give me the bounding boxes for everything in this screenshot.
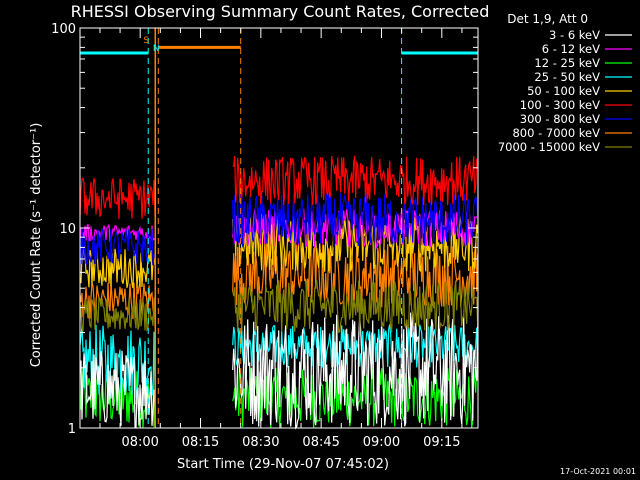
series-100-300kev <box>79 155 479 220</box>
y-tick-label-100: 100 <box>51 22 76 37</box>
legend-label-5: 100 - 300 keV <box>520 98 600 112</box>
timestamp: 17-Oct-2021 00:01 <box>560 467 636 476</box>
x-tick-label-0830: 08:30 <box>242 435 279 450</box>
legend-label-1: 6 - 12 keV <box>542 42 600 56</box>
series-3-6kev <box>79 312 479 430</box>
x-tick-label-0815: 08:15 <box>182 435 219 450</box>
legend-label-2: 12 - 25 keV <box>534 56 600 70</box>
x-tick-label-0800: 08:00 <box>121 435 158 450</box>
y-axis-label: Corrected Count Rate (s⁻¹ detector⁻¹) <box>29 123 44 368</box>
x-tick-label-0900: 09:00 <box>363 435 400 450</box>
series-300-800kev <box>79 191 479 266</box>
legend-label-6: 300 - 800 keV <box>520 112 600 126</box>
legend-label-4: 50 - 100 keV <box>527 84 600 98</box>
legend-label-8: 7000 - 15000 keV <box>498 140 600 154</box>
legend-title: Det 1,9, Att 0 <box>507 12 588 26</box>
night-flag-label: N <box>153 44 160 54</box>
legend-label-7: 800 - 7000 keV <box>512 126 600 140</box>
x-axis-label: Start Time (29-Nov-07 07:45:02) <box>177 457 389 472</box>
y-tick-label-10: 10 <box>59 222 76 237</box>
series-7000-15000kev <box>79 280 479 334</box>
legend-label-3: 25 - 50 keV <box>534 70 600 84</box>
y-tick-label-1: 1 <box>68 422 76 437</box>
chart-title: RHESSI Observing Summary Count Rates, Co… <box>71 2 490 21</box>
axes: 1 10 100 08:00 08:15 08:30 08:45 09:00 09:15 <box>51 22 479 450</box>
saa-flag-label: S <box>143 36 149 46</box>
plot-area: SN <box>79 28 479 430</box>
x-tick-label-0845: 08:45 <box>302 435 339 450</box>
legend-label-0: 3 - 6 keV <box>549 28 600 42</box>
x-tick-label-0915: 09:15 <box>423 435 460 450</box>
